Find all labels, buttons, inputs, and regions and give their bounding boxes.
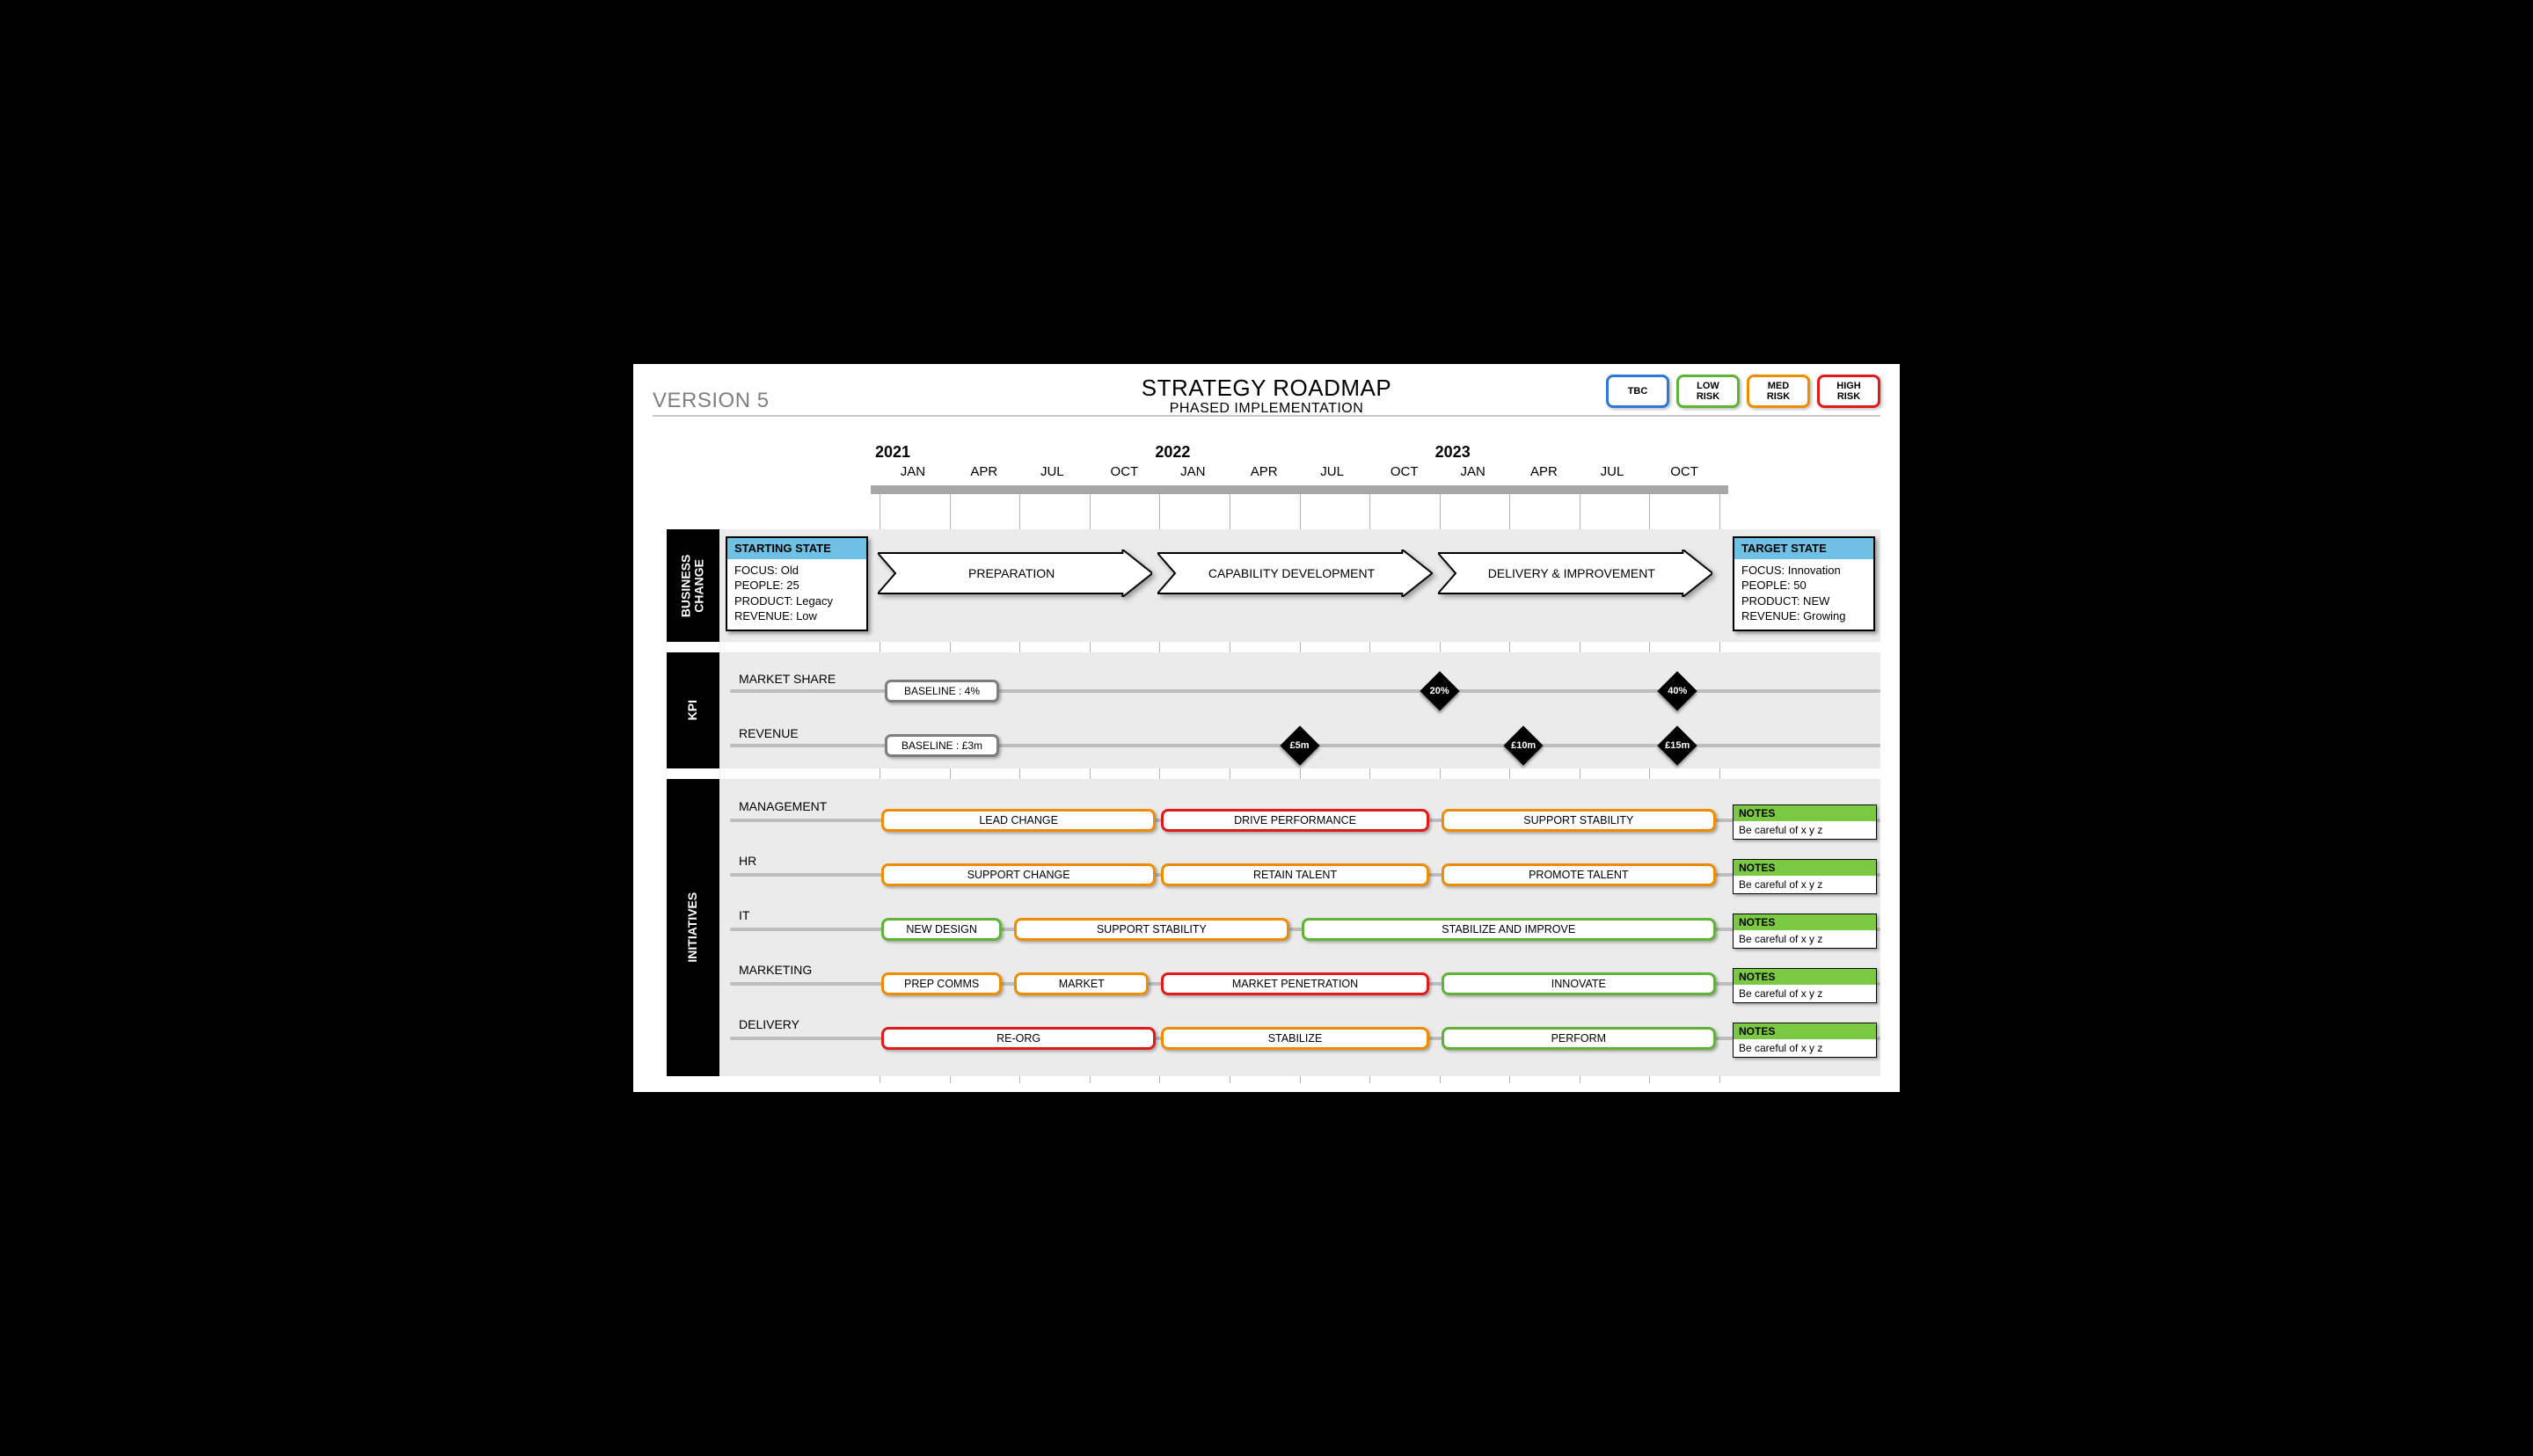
notes-body: Be careful of x y z: [1734, 930, 1876, 948]
notes-body: Be careful of x y z: [1734, 876, 1876, 893]
initiative-bar: RETAIN TALENT: [1161, 863, 1428, 886]
notes-title: NOTES: [1734, 1023, 1876, 1039]
phase-arrow: CAPABILITY DEVELOPMENT: [1157, 550, 1432, 597]
initiative-row-label: MANAGEMENT: [739, 799, 827, 813]
initiative-bar: LEAD CHANGE: [881, 809, 1156, 832]
month-label: OCT: [1111, 464, 1139, 479]
month-label: JUL: [1601, 464, 1624, 479]
month-label: JUL: [1320, 464, 1344, 479]
initiative-bar: MARKET PENETRATION: [1161, 972, 1428, 995]
kpi-milestone: £15m: [1658, 726, 1697, 765]
year-label: 2023: [1435, 443, 1471, 462]
target-state-box: TARGET STATE FOCUS: Innovation PEOPLE: 5…: [1733, 536, 1875, 631]
initiative-bar: PERFORM: [1442, 1027, 1716, 1050]
kpi-row-label: REVENUE: [739, 726, 799, 740]
roadmap-page: VERSION 5 STRATEGY ROADMAP PHASED IMPLEM…: [633, 364, 1900, 1092]
legend-tbc: TBC: [1606, 375, 1669, 408]
month-label: OCT: [1391, 464, 1419, 479]
initiative-row-label: MARKETING: [739, 963, 812, 977]
phase-label: CAPABILITY DEVELOPMENT: [1157, 550, 1407, 597]
initiative-notes: NOTES Be careful of x y z: [1733, 968, 1877, 1003]
target-state-title: TARGET STATE: [1734, 538, 1873, 559]
month-label: APR: [1530, 464, 1558, 479]
kpi-milestone: 40%: [1658, 672, 1697, 710]
starting-state-title: STARTING STATE: [727, 538, 866, 559]
timeline-bar: [871, 485, 1728, 494]
month-label: APR: [970, 464, 997, 479]
year-label: 2022: [1155, 443, 1190, 462]
initiative-row-label: IT: [739, 908, 749, 922]
month-label: JAN: [1180, 464, 1205, 479]
initiative-bar: SUPPORT CHANGE: [881, 863, 1156, 886]
notes-title: NOTES: [1734, 969, 1876, 985]
legend-high-risk: HIGH RISK: [1817, 375, 1880, 408]
initiative-bar: PREP COMMS: [881, 972, 1002, 995]
notes-title: NOTES: [1734, 805, 1876, 821]
initiative-bar: STABILIZE AND IMPROVE: [1302, 918, 1717, 941]
initiative-row-label: HR: [739, 854, 756, 868]
month-label: JAN: [901, 464, 925, 479]
initiative-bar: INNOVATE: [1442, 972, 1716, 995]
initiative-notes: NOTES Be careful of x y z: [1733, 1023, 1877, 1058]
phase-arrow: PREPARATION: [878, 550, 1152, 597]
risk-legend: TBCLOW RISKMED RISKHIGH RISK: [1606, 375, 1880, 408]
band-label-business-change: BUSINESS CHANGE: [667, 529, 719, 642]
month-label: JUL: [1040, 464, 1064, 479]
initiative-bar: PROMOTE TALENT: [1442, 863, 1716, 886]
month-label: OCT: [1670, 464, 1698, 479]
initiative-bar: SUPPORT STABILITY: [1442, 809, 1716, 832]
kpi-row-label: MARKET SHARE: [739, 672, 836, 686]
initiative-bar: DRIVE PERFORMANCE: [1161, 809, 1428, 832]
legend-low-risk: LOW RISK: [1676, 375, 1740, 408]
initiative-notes: NOTES Be careful of x y z: [1733, 859, 1877, 894]
kpi-milestone: £5m: [1281, 726, 1319, 765]
kpi-milestone: £10m: [1504, 726, 1543, 765]
starting-state-body: FOCUS: Old PEOPLE: 25 PRODUCT: Legacy RE…: [727, 559, 866, 630]
initiative-bar: SUPPORT STABILITY: [1014, 918, 1288, 941]
header-divider: [653, 415, 1880, 417]
kpi-baseline: BASELINE : £3m: [885, 734, 999, 757]
initiative-row-label: DELIVERY: [739, 1017, 799, 1031]
legend-med-risk: MED RISK: [1747, 375, 1810, 408]
initiative-bar: RE-ORG: [881, 1027, 1156, 1050]
year-label: 2021: [875, 443, 910, 462]
kpi-baseline: BASELINE : 4%: [885, 680, 999, 703]
initiative-bar: STABILIZE: [1161, 1027, 1428, 1050]
band-label-initiatives: INITIATIVES: [667, 779, 719, 1076]
initiative-notes: NOTES Be careful of x y z: [1733, 914, 1877, 949]
initiative-bar: MARKET: [1014, 972, 1149, 995]
initiative-notes: NOTES Be careful of x y z: [1733, 804, 1877, 840]
notes-title: NOTES: [1734, 860, 1876, 876]
band-label-kpi: KPI: [667, 652, 719, 768]
target-state-body: FOCUS: Innovation PEOPLE: 50 PRODUCT: NE…: [1734, 559, 1873, 630]
month-label: APR: [1251, 464, 1278, 479]
phase-label: PREPARATION: [878, 550, 1128, 597]
phase-label: DELIVERY & IMPROVEMENT: [1438, 550, 1688, 597]
kpi-milestone: 20%: [1420, 672, 1459, 710]
notes-body: Be careful of x y z: [1734, 985, 1876, 1002]
notes-body: Be careful of x y z: [1734, 821, 1876, 839]
notes-body: Be careful of x y z: [1734, 1039, 1876, 1057]
month-label: JAN: [1460, 464, 1485, 479]
phase-arrow: DELIVERY & IMPROVEMENT: [1438, 550, 1712, 597]
notes-title: NOTES: [1734, 914, 1876, 930]
initiative-bar: NEW DESIGN: [881, 918, 1002, 941]
starting-state-box: STARTING STATE FOCUS: Old PEOPLE: 25 PRO…: [726, 536, 868, 631]
